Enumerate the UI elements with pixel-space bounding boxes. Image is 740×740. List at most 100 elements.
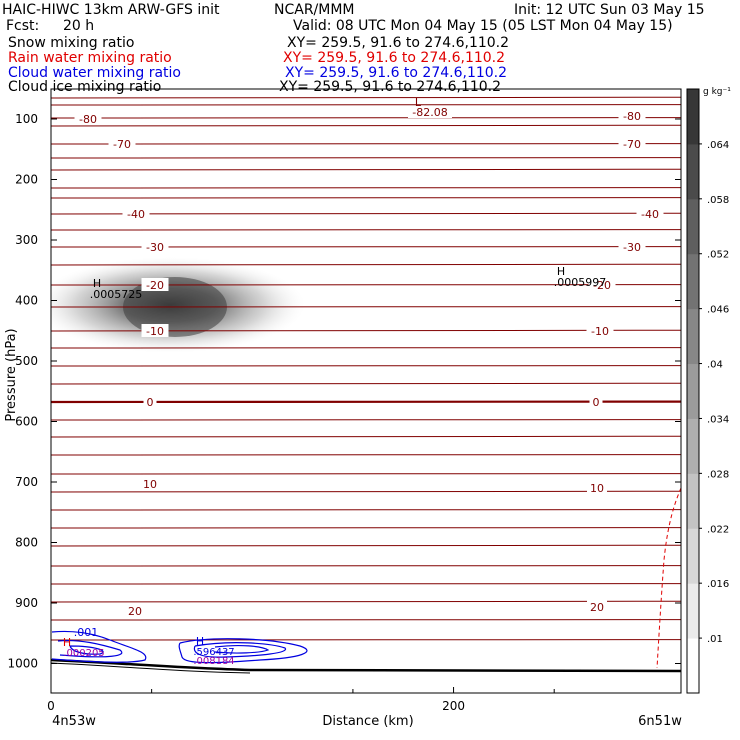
temperature-contour-label: -70 bbox=[623, 138, 641, 151]
contour-label-mask bbox=[125, 604, 145, 617]
cloud-water-contours bbox=[51, 630, 308, 664]
temperature-contour bbox=[51, 168, 681, 171]
rain-max-value: .000205 bbox=[63, 648, 104, 659]
x-endpoint-right: 6n51w bbox=[638, 714, 682, 729]
colorbar-swatch bbox=[687, 89, 699, 145]
colorbar-tick-label: .016 bbox=[707, 579, 729, 590]
y-tick-label: 600 bbox=[15, 415, 38, 429]
temperature-contour-label: -30 bbox=[623, 241, 641, 254]
field-rain-xy: XY= 259.5, 91.6 to 274.6,110.2 bbox=[283, 50, 506, 66]
snow-shading bbox=[51, 257, 305, 353]
temperature-contour-label: -10 bbox=[591, 325, 609, 338]
contour-label-mask bbox=[141, 278, 169, 291]
field-cloudice-xy: XY= 259.5, 91.6 to 274.6,110.2 bbox=[279, 79, 502, 95]
temperature-contour bbox=[51, 124, 681, 127]
temperature-contour-label: -30 bbox=[146, 241, 164, 254]
contour-label-mask bbox=[74, 112, 102, 125]
plot-frame bbox=[50, 88, 682, 694]
y-tick-label: 800 bbox=[15, 536, 38, 550]
field-snow-xy: XY= 259.5, 91.6 to 274.6,110.2 bbox=[287, 35, 510, 51]
temperature-contour bbox=[51, 435, 681, 438]
y-tick-label: 700 bbox=[15, 475, 38, 489]
temperature-contour bbox=[51, 600, 681, 603]
contour-label-mask bbox=[618, 137, 646, 150]
y-tick-label: 900 bbox=[15, 596, 38, 610]
forecast-value: 20 h bbox=[63, 18, 95, 34]
rain-water-contour bbox=[656, 487, 682, 669]
contour-label-mask bbox=[586, 324, 614, 337]
cloud-water-contour-label: .001 bbox=[74, 626, 99, 639]
contour-label-mask bbox=[141, 240, 169, 253]
colorbar-swatch bbox=[687, 143, 699, 200]
field-cloudwater-xy: XY= 259.5, 91.6 to 274.6,110.2 bbox=[285, 65, 508, 81]
temperature-contour-label: 10 bbox=[590, 482, 604, 495]
temperature-min-value: -82.08 bbox=[412, 106, 447, 119]
y-tick-label: 500 bbox=[15, 354, 38, 368]
colorbar-swatch bbox=[687, 528, 699, 584]
colorbar-swatch bbox=[687, 638, 699, 694]
temperature-contour-label: -40 bbox=[127, 208, 145, 221]
x-tick-label: 200 bbox=[442, 699, 465, 713]
cloud-water-max-value: .596437 bbox=[193, 647, 234, 658]
temperature-contour-label: -20 bbox=[593, 279, 611, 292]
snow-max-mark-1: H bbox=[93, 277, 101, 290]
field-cloudice-name: Cloud ice mixing ratio bbox=[8, 79, 162, 95]
temperature-min-mark: L bbox=[415, 96, 422, 109]
field-snow-name: Snow mixing ratio bbox=[8, 35, 135, 51]
temperature-contour-label: 0 bbox=[147, 396, 154, 409]
colorbar-swatch bbox=[687, 308, 699, 365]
temperature-contour-label: 20 bbox=[590, 601, 604, 614]
colorbar-tick-label: .052 bbox=[707, 250, 729, 261]
rain-max-value-2: .008184 bbox=[193, 656, 234, 667]
temperature-contour-label: -80 bbox=[623, 110, 641, 123]
x-endpoint-left: 4n53w bbox=[52, 714, 96, 729]
colorbar-tick-label: .034 bbox=[707, 414, 729, 425]
temperature-contour-label: -70 bbox=[113, 138, 131, 151]
cloud-water-max-mark: H bbox=[196, 635, 204, 648]
temperature-contour-label: -40 bbox=[641, 208, 659, 221]
terrain-line bbox=[50, 658, 682, 673]
field-rain-name: Rain water mixing ratio bbox=[8, 50, 172, 66]
colorbar-swatch bbox=[687, 363, 699, 419]
contour-label-mask bbox=[589, 395, 603, 408]
temperature-contour-label: -10 bbox=[146, 325, 164, 338]
y-tick-label: 400 bbox=[15, 294, 38, 308]
x-axis-label: Distance (km) bbox=[322, 714, 413, 729]
valid-label: Valid: 08 UTC Mon 04 May 15 (05 LST Mon … bbox=[293, 18, 673, 34]
colorbar-frame bbox=[686, 88, 700, 694]
y-tick-label: 1000 bbox=[7, 657, 38, 671]
temperature-contours bbox=[51, 96, 681, 641]
snow-max-value-1: .0005725 bbox=[90, 288, 143, 301]
y-axis-label: Pressure (hPa) bbox=[4, 328, 19, 421]
snow-max-mark-2: H bbox=[557, 265, 565, 278]
contour-label-mask bbox=[618, 240, 646, 253]
colorbar-tick-label: .01 bbox=[707, 634, 723, 645]
org-label: NCAR/MMM bbox=[274, 2, 355, 18]
contour-label-mask bbox=[588, 278, 616, 291]
contour-label-mask bbox=[618, 109, 646, 122]
contour-label-mask bbox=[141, 324, 169, 337]
temperature-contour bbox=[51, 382, 681, 385]
contour-label-mask bbox=[108, 137, 136, 150]
x-tick-label: 0 bbox=[47, 699, 55, 713]
contour-label-mask bbox=[122, 207, 150, 220]
temperature-contour bbox=[51, 490, 681, 493]
colorbar: .01 .016 .022 .028 .034 .04 .046 .052 .058 .064 g … bbox=[686, 87, 731, 694]
contour-label-mask bbox=[140, 477, 160, 490]
y-tick-label: 100 bbox=[15, 112, 38, 126]
colorbar-swatch bbox=[687, 198, 699, 255]
contour-label-mask bbox=[636, 207, 664, 220]
colorbar-tick-label: .058 bbox=[707, 195, 729, 206]
temperature-contour-label: -80 bbox=[79, 113, 97, 126]
colorbar-tick-label: .064 bbox=[707, 140, 729, 151]
colorbar-swatch bbox=[687, 253, 699, 310]
init-label: Init: 12 UTC Sun 03 May 15 bbox=[514, 2, 705, 18]
colorbar-tick-label: .028 bbox=[707, 469, 729, 480]
temperature-contour bbox=[51, 544, 681, 547]
contour-label-mask bbox=[587, 481, 607, 494]
colorbar-swatch bbox=[687, 583, 699, 639]
colorbar-swatch bbox=[687, 418, 699, 474]
colorbar-tick-label: .022 bbox=[707, 524, 729, 535]
colorbar-swatch bbox=[687, 473, 699, 529]
